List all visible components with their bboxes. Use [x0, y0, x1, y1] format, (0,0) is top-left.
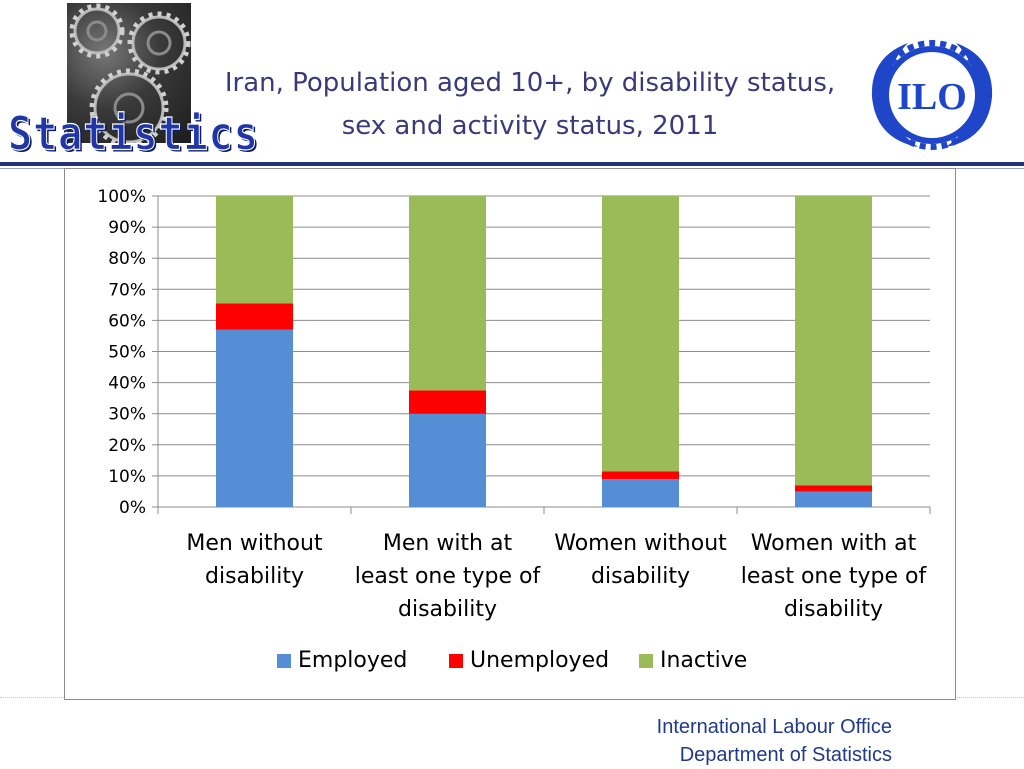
x-category-label: Men without — [186, 531, 323, 556]
y-tick-label: 60% — [108, 311, 146, 331]
bar-inactive — [795, 196, 872, 486]
legend-swatch-inactive — [639, 654, 653, 668]
y-tick-label: 100% — [97, 187, 146, 207]
ilo-logo: ILO — [858, 35, 1006, 160]
y-tick-label: 0% — [119, 498, 146, 518]
bar-inactive — [409, 196, 486, 391]
y-tick-label: 90% — [108, 218, 146, 238]
footer-line-2: Department of Statistics — [679, 744, 892, 766]
legend-label-unemployed: Unemployed — [470, 648, 609, 673]
x-category-label: least one type of — [741, 564, 928, 589]
bar-inactive — [216, 196, 293, 304]
x-category-label: Women with at — [751, 531, 917, 556]
y-tick-label: 50% — [108, 343, 146, 363]
bar-unemployed — [602, 471, 679, 480]
ilo-logo-text: ILO — [897, 76, 967, 118]
legend-label-employed: Employed — [298, 648, 407, 673]
stacked-bar-chart: 0% 10% 20% 30% 40% 50% 60% 70% 80% 90% 100% Men wit… — [97, 187, 931, 673]
legend-swatch-employed — [277, 654, 291, 668]
x-category-label: Women without — [554, 531, 727, 556]
footer: International Labour Office Department o… — [657, 713, 892, 769]
y-tick-label: 70% — [108, 280, 146, 300]
y-tick-label: 10% — [108, 467, 146, 487]
x-category-label: disability — [784, 597, 883, 622]
page-title: Iran, Population aged 10+, by disability… — [200, 62, 860, 148]
y-tick-label: 40% — [108, 374, 146, 394]
x-category-label: least one type of — [355, 564, 542, 589]
footer-line-1: International Labour Office — [656, 716, 892, 738]
bar-inactive — [602, 196, 679, 472]
statistics-wordmark: Statistics — [8, 107, 259, 161]
title-line-1: Iran, Population aged 10+, by disability… — [224, 68, 836, 98]
legend-swatch-unemployed — [449, 654, 463, 668]
bar-employed — [795, 491, 872, 507]
legend-label-inactive: Inactive — [660, 648, 747, 673]
bar-unemployed — [216, 303, 293, 330]
gears-image — [67, 3, 191, 143]
bar-employed — [602, 479, 679, 507]
title-line-2: sex and activity status, 2011 — [341, 111, 719, 141]
bar-unemployed — [795, 485, 872, 492]
bar-unemployed — [409, 390, 486, 414]
x-category-label: disability — [591, 564, 690, 589]
chart-area: 0% 10% 20% 30% 40% 50% 60% 70% 80% 90% 100% Men wit… — [64, 168, 956, 700]
y-tick-label: 20% — [108, 436, 146, 456]
y-tick-label: 30% — [108, 405, 146, 425]
x-category-label: disability — [205, 564, 304, 589]
y-tick-label: 80% — [108, 249, 146, 269]
x-category-label: Men with at — [383, 531, 513, 556]
x-category-label: disability — [398, 597, 497, 622]
bar-employed — [216, 329, 293, 507]
header-divider — [0, 162, 1024, 166]
bar-employed — [409, 413, 486, 507]
